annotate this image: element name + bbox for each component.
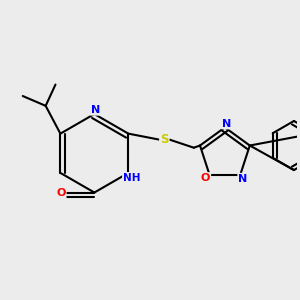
Text: O: O [201, 173, 210, 183]
Text: O: O [56, 188, 66, 197]
Text: S: S [160, 133, 169, 146]
Text: N: N [91, 105, 100, 115]
Text: N: N [222, 118, 231, 128]
Text: NH: NH [123, 173, 140, 183]
Text: N: N [238, 174, 248, 184]
